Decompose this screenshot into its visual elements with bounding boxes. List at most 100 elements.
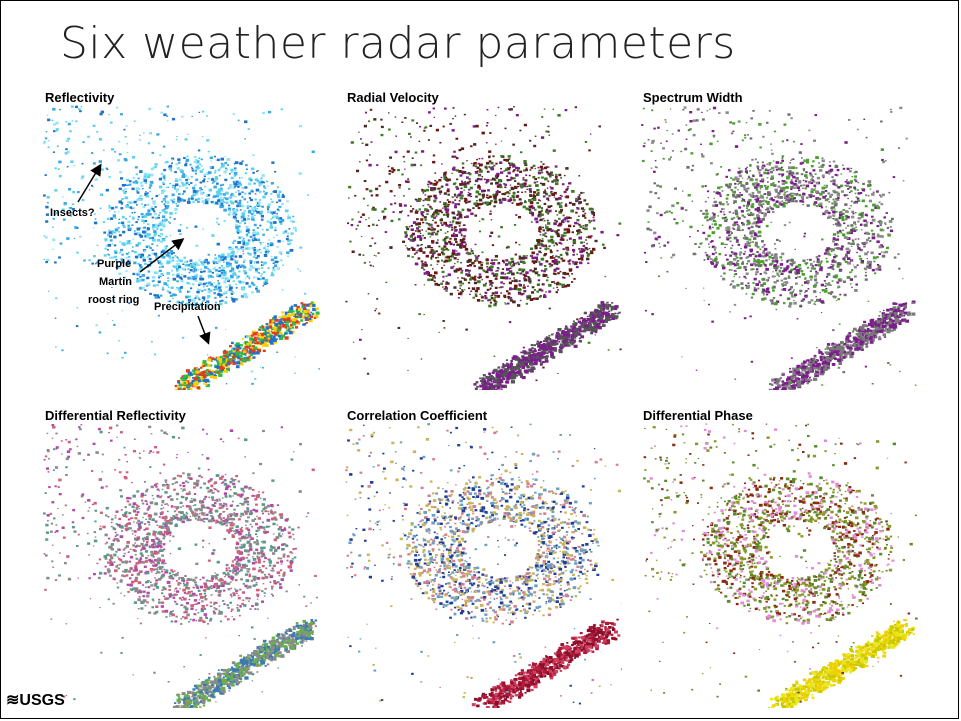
radar-speckle: [198, 157, 201, 159]
radar-speckle: [525, 271, 529, 275]
radar-speckle: [572, 335, 577, 339]
radar-speckle: [142, 206, 145, 208]
radar-speckle: [205, 199, 209, 202]
radar-speckle: [482, 201, 485, 204]
radar-speckle: [52, 151, 55, 153]
radar-speckle: [210, 200, 214, 204]
radar-speckle: [882, 161, 885, 164]
radar-speckle: [179, 290, 182, 293]
radar-speckle: [539, 200, 542, 202]
radar-speckle: [124, 136, 127, 138]
radar-speckle: [583, 311, 587, 315]
radar-speckle: [235, 191, 237, 193]
radar-speckle: [175, 294, 177, 296]
radar-speckle: [229, 350, 233, 353]
radar-speckle: [161, 191, 164, 195]
radar-speckle: [219, 355, 223, 359]
radar-speckle: [459, 216, 463, 219]
radar-speckle: [441, 211, 444, 214]
radar-speckle: [490, 219, 493, 221]
radar-speckle: [532, 297, 536, 300]
radar-speckle: [278, 320, 282, 324]
radar-speckle: [228, 354, 230, 357]
radar-speckle: [441, 259, 444, 262]
radar-speckle: [573, 332, 578, 336]
radar-speckle: [260, 335, 264, 339]
radar-speckle: [651, 109, 654, 112]
radar-speckle: [218, 357, 223, 362]
radar-speckle: [543, 355, 546, 358]
radar-speckle: [431, 255, 434, 258]
radar-speckle: [217, 223, 220, 226]
radar-speckle: [420, 266, 424, 269]
radar-speckle: [163, 175, 166, 178]
radar-speckle: [518, 283, 521, 286]
radar-speckle: [307, 315, 311, 318]
radar-speckle: [111, 148, 115, 151]
radar-speckle: [555, 331, 559, 335]
radar-speckle: [96, 131, 99, 133]
radar-speckle: [118, 221, 121, 224]
radar-speckle: [209, 289, 213, 292]
radar-speckle: [560, 202, 563, 204]
radar-speckle: [256, 336, 259, 339]
radar-speckle: [559, 238, 563, 241]
radar-speckle: [580, 254, 584, 258]
radar-speckle: [536, 290, 540, 293]
radar-speckle: [449, 221, 452, 223]
radar-speckle: [422, 199, 425, 202]
radar-speckle: [158, 194, 160, 196]
radar-speckle: [575, 324, 577, 326]
radar-speckle: [180, 170, 184, 173]
radar-speckle: [472, 207, 475, 209]
radar-speckle: [144, 284, 146, 286]
radar-speckle: [53, 123, 56, 126]
radar-speckle: [197, 288, 200, 291]
radar-speckle: [120, 177, 123, 180]
radar-speckle: [443, 202, 446, 205]
radar-speckle: [528, 296, 532, 299]
radar-speckle: [288, 228, 291, 230]
radar-speckle: [546, 210, 550, 214]
radar-speckle: [579, 261, 583, 265]
radar-speckle: [734, 182, 737, 185]
radar-speckle: [137, 242, 141, 245]
radar-speckle: [454, 229, 458, 232]
radar-speckle: [414, 211, 419, 214]
radar-speckle: [540, 167, 544, 170]
radar-speckle: [95, 261, 99, 264]
radar-speckle: [259, 205, 262, 207]
radar-speckle: [307, 310, 310, 313]
radar-speckle: [364, 111, 368, 114]
radar-speckle: [190, 175, 193, 178]
radar-speckle: [213, 185, 217, 189]
radar-speckle: [550, 239, 554, 242]
radar-speckle: [573, 251, 575, 253]
radar-speckle: [448, 240, 452, 244]
radar-speckle: [223, 261, 225, 263]
radar-speckle: [157, 216, 160, 219]
radar-speckle: [472, 252, 474, 255]
radar-speckle: [215, 180, 218, 182]
radar-speckle: [252, 210, 255, 212]
radar-speckle: [285, 319, 290, 324]
radar-speckle: [254, 378, 257, 380]
radar-speckle: [213, 289, 216, 291]
radar-speckle: [237, 190, 240, 192]
radar-speckle: [657, 235, 661, 239]
radar-speckle: [479, 379, 483, 382]
radar-speckle: [455, 241, 458, 243]
radar-speckle: [275, 332, 279, 335]
radar-speckle: [152, 284, 156, 287]
radar-speckle: [208, 275, 210, 277]
radar-speckle: [646, 227, 650, 231]
radar-speckle: [554, 182, 559, 186]
radar-speckle: [120, 113, 123, 116]
radar-speckle: [547, 239, 552, 243]
radar-speckle: [443, 245, 447, 248]
radar-speckle: [391, 167, 394, 170]
radar-speckle: [548, 334, 551, 337]
radar-speckle: [351, 218, 354, 221]
radar-speckle: [444, 208, 448, 211]
radar-speckle: [137, 272, 141, 275]
